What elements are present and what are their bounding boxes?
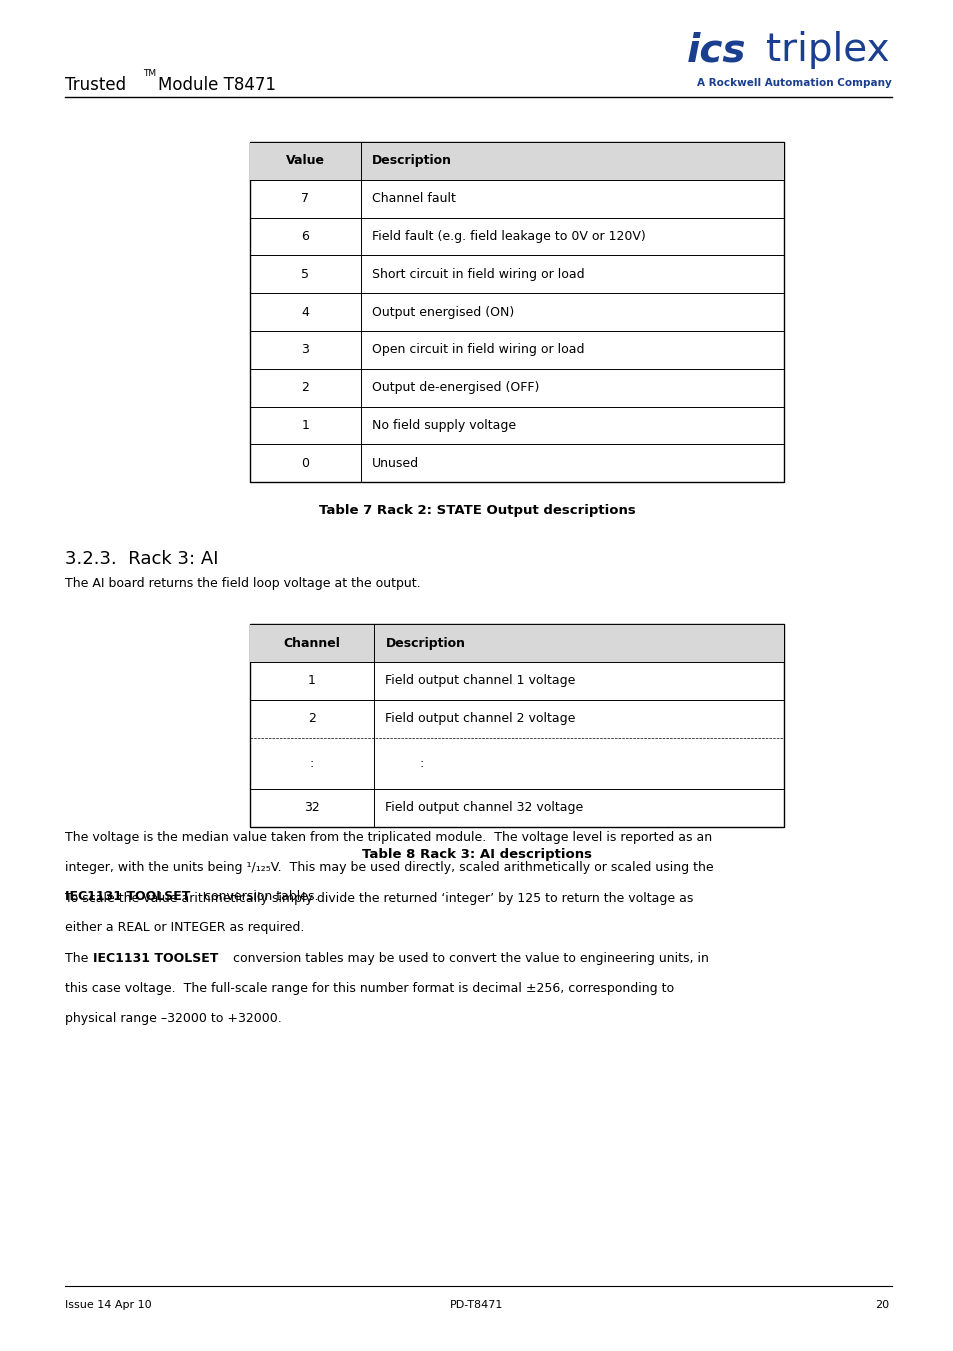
Text: Short circuit in field wiring or load: Short circuit in field wiring or load: [372, 267, 584, 281]
Bar: [250, 624, 783, 662]
Text: this case voltage.  The full-scale range for this number format is decimal ±256,: this case voltage. The full-scale range …: [65, 982, 673, 996]
Text: The AI board returns the field loop voltage at the output.: The AI board returns the field loop volt…: [65, 577, 420, 590]
Text: Description: Description: [385, 636, 465, 650]
Text: 32: 32: [304, 801, 319, 815]
Text: :: :: [310, 757, 314, 770]
Text: Module T8471: Module T8471: [158, 76, 276, 93]
Text: 3.2.3.  Rack 3: AI: 3.2.3. Rack 3: AI: [65, 550, 218, 567]
Text: 7: 7: [301, 192, 309, 205]
Text: TM: TM: [143, 69, 156, 78]
Text: Output energised (ON): Output energised (ON): [372, 305, 514, 319]
Text: Field output channel 1 voltage: Field output channel 1 voltage: [385, 674, 576, 688]
Text: 20: 20: [874, 1300, 888, 1309]
Text: The voltage is the median value taken from the triplicated module.  The voltage : The voltage is the median value taken fr…: [65, 831, 711, 844]
Text: Description: Description: [372, 154, 452, 168]
Bar: [250, 142, 783, 482]
Text: 5: 5: [301, 267, 309, 281]
Text: IEC1131 TOOLSET: IEC1131 TOOLSET: [93, 952, 218, 966]
Text: Output de-energised (OFF): Output de-energised (OFF): [372, 381, 538, 394]
Text: 1: 1: [301, 419, 309, 432]
Text: 6: 6: [301, 230, 309, 243]
Text: 0: 0: [301, 457, 309, 470]
Text: The: The: [65, 952, 92, 966]
Text: No field supply voltage: No field supply voltage: [372, 419, 516, 432]
Text: integer, with the units being ¹/₁₂₅V.  This may be used directly, scaled arithme: integer, with the units being ¹/₁₂₅V. Th…: [65, 861, 713, 874]
Text: To scale the value arithmetically simply divide the returned ‘integer’ by 125 to: To scale the value arithmetically simply…: [65, 892, 693, 905]
Text: 3: 3: [301, 343, 309, 357]
Bar: [250, 624, 783, 827]
Text: conversion tables may be used to convert the value to engineering units, in: conversion tables may be used to convert…: [229, 952, 708, 966]
Text: 4: 4: [301, 305, 309, 319]
Text: Table 8 Rack 3: AI descriptions: Table 8 Rack 3: AI descriptions: [361, 848, 592, 862]
Text: Channel fault: Channel fault: [372, 192, 456, 205]
Text: 2: 2: [308, 712, 315, 725]
Text: triplex: triplex: [765, 31, 889, 69]
Text: Field fault (e.g. field leakage to 0V or 120V): Field fault (e.g. field leakage to 0V or…: [372, 230, 645, 243]
Text: Issue 14 Apr 10: Issue 14 Apr 10: [65, 1300, 152, 1309]
Text: Field output channel 2 voltage: Field output channel 2 voltage: [385, 712, 576, 725]
Text: conversion tables.: conversion tables.: [200, 890, 318, 904]
Text: :: :: [419, 757, 423, 770]
Text: Field output channel 32 voltage: Field output channel 32 voltage: [385, 801, 583, 815]
Bar: [250, 142, 783, 180]
Text: 1: 1: [308, 674, 315, 688]
Text: Channel: Channel: [283, 636, 340, 650]
Text: Open circuit in field wiring or load: Open circuit in field wiring or load: [372, 343, 584, 357]
Text: 2: 2: [301, 381, 309, 394]
Text: IEC1131 TOOLSET: IEC1131 TOOLSET: [65, 890, 190, 904]
Text: either a REAL or INTEGER as required.: either a REAL or INTEGER as required.: [65, 921, 304, 935]
Text: PD-T8471: PD-T8471: [450, 1300, 503, 1309]
Text: A Rockwell Automation Company: A Rockwell Automation Company: [697, 78, 891, 88]
Text: Unused: Unused: [372, 457, 418, 470]
Text: Trusted: Trusted: [65, 76, 126, 93]
Text: ics: ics: [686, 31, 745, 69]
Text: Table 7 Rack 2: STATE Output descriptions: Table 7 Rack 2: STATE Output description…: [318, 504, 635, 517]
Text: physical range –32000 to +32000.: physical range –32000 to +32000.: [65, 1012, 281, 1025]
Text: Value: Value: [286, 154, 324, 168]
